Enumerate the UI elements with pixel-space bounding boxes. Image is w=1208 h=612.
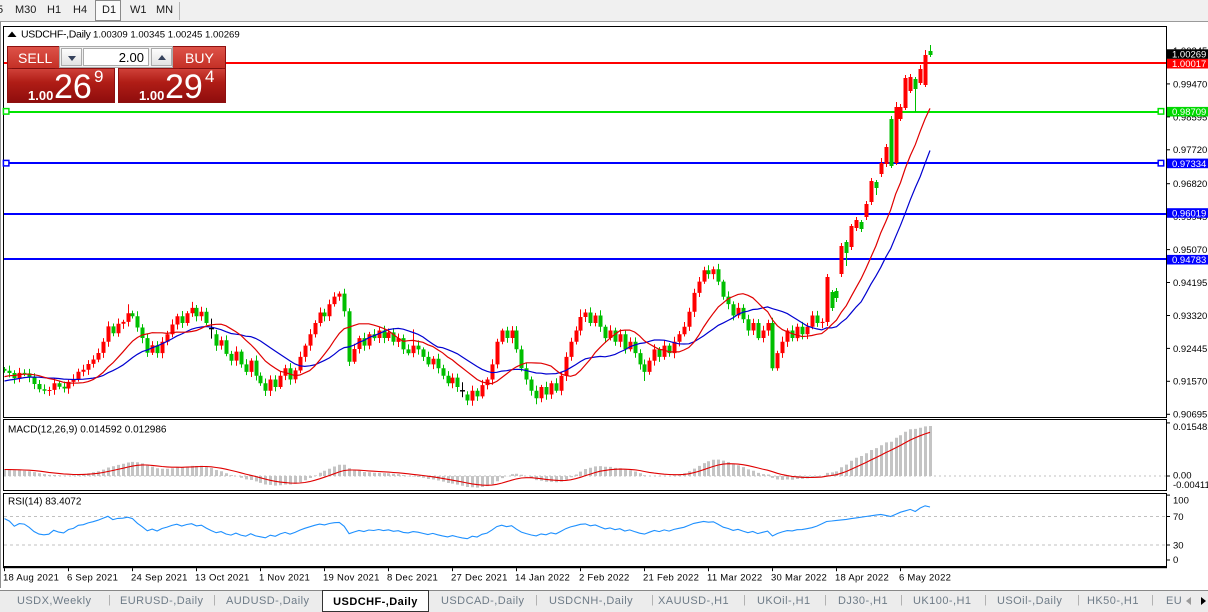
svg-text:14 Jan 2022: 14 Jan 2022 (515, 573, 570, 584)
svg-text:6 May 2022: 6 May 2022 (899, 573, 951, 584)
svg-text:1 Nov 2021: 1 Nov 2021 (259, 573, 310, 584)
svg-text:2 Feb 2022: 2 Feb 2022 (579, 573, 630, 584)
svg-text:70: 70 (1173, 512, 1184, 523)
svg-text:8 Dec 2021: 8 Dec 2021 (387, 573, 438, 584)
svg-text:0.98709: 0.98709 (1172, 107, 1206, 118)
svg-text:27 Dec 2021: 27 Dec 2021 (451, 573, 508, 584)
svg-text:0.93320: 0.93320 (1173, 311, 1207, 322)
svg-text:18 Aug 2021: 18 Aug 2021 (3, 573, 59, 584)
svg-text:RSI(14) 83.4072: RSI(14) 83.4072 (8, 497, 82, 508)
svg-text:0: 0 (1173, 555, 1178, 566)
svg-text:6 Sep 2021: 6 Sep 2021 (67, 573, 118, 584)
svg-text:13 Oct 2021: 13 Oct 2021 (195, 573, 250, 584)
svg-text:0.98595: 0.98595 (1173, 112, 1207, 123)
svg-text:0.90695: 0.90695 (1173, 410, 1207, 421)
svg-text:-0.004117: -0.004117 (1173, 480, 1208, 491)
svg-text:18 Apr 2022: 18 Apr 2022 (835, 573, 889, 584)
svg-text:0.94783: 0.94783 (1172, 255, 1206, 266)
svg-text:100: 100 (1173, 495, 1189, 506)
svg-text:0.00: 0.00 (1173, 471, 1192, 482)
svg-text:0.96019: 0.96019 (1172, 208, 1206, 219)
svg-text:30: 30 (1173, 540, 1184, 551)
svg-text:0.91570: 0.91570 (1173, 377, 1207, 388)
svg-text:0.92445: 0.92445 (1173, 344, 1207, 355)
svg-text:1.00269: 1.00269 (1172, 50, 1206, 61)
svg-text:0.95070: 0.95070 (1173, 245, 1207, 256)
svg-text:1.00017: 1.00017 (1172, 59, 1206, 70)
svg-text:11 Mar 2022: 11 Mar 2022 (707, 573, 762, 584)
svg-text:21 Feb 2022: 21 Feb 2022 (643, 573, 699, 584)
svg-text:0.99470: 0.99470 (1173, 79, 1207, 90)
svg-text:MACD(12,26,9) 0.014592 0.01298: MACD(12,26,9) 0.014592 0.012986 (8, 425, 167, 436)
svg-text:0.94195: 0.94195 (1173, 278, 1207, 289)
svg-text:1.00309 1.00345 1.00245 1.0026: 1.00309 1.00345 1.00245 1.00269 (93, 29, 240, 40)
svg-text:0.96820: 0.96820 (1173, 179, 1207, 190)
svg-text:0.97334: 0.97334 (1172, 159, 1206, 170)
svg-text:24 Sep 2021: 24 Sep 2021 (131, 573, 188, 584)
svg-text:USDCHF-,Daily: USDCHF-,Daily (21, 29, 92, 41)
svg-text:30 Mar 2022: 30 Mar 2022 (771, 573, 827, 584)
svg-text:0.97720: 0.97720 (1173, 145, 1207, 156)
svg-text:19 Nov 2021: 19 Nov 2021 (323, 573, 380, 584)
svg-text:0.015482: 0.015482 (1173, 422, 1208, 433)
